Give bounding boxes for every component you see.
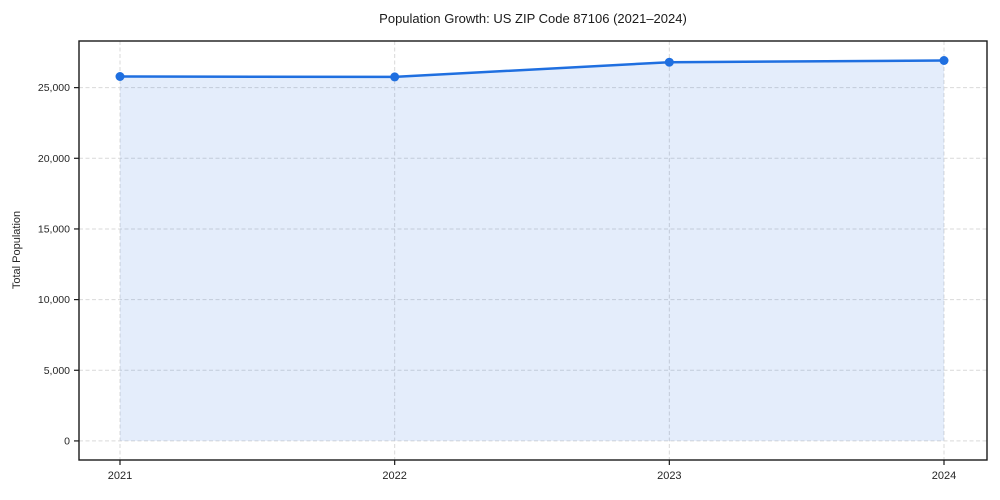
y-tick-label: 5,000 bbox=[44, 365, 70, 377]
x-tick-label: 2023 bbox=[657, 470, 681, 482]
y-tick-label: 15,000 bbox=[38, 223, 70, 235]
x-tick-label: 2024 bbox=[932, 470, 956, 482]
area-fill bbox=[120, 60, 944, 441]
y-tick-label: 25,000 bbox=[38, 82, 70, 94]
y-tick-label: 0 bbox=[64, 435, 70, 447]
x-tick-label: 2021 bbox=[108, 470, 132, 482]
data-point bbox=[664, 57, 674, 67]
y-tick-label: 10,000 bbox=[38, 294, 70, 306]
data-point bbox=[115, 72, 125, 81]
plot-border bbox=[78, 40, 988, 461]
series-line bbox=[118, 59, 946, 79]
data-point bbox=[939, 56, 949, 65]
y-tick-label: 20,000 bbox=[38, 153, 70, 165]
x-tick-label: 2022 bbox=[382, 470, 406, 482]
data-point bbox=[390, 72, 400, 82]
chart-title: Population Growth: US ZIP Code 87106 (20… bbox=[379, 11, 687, 26]
